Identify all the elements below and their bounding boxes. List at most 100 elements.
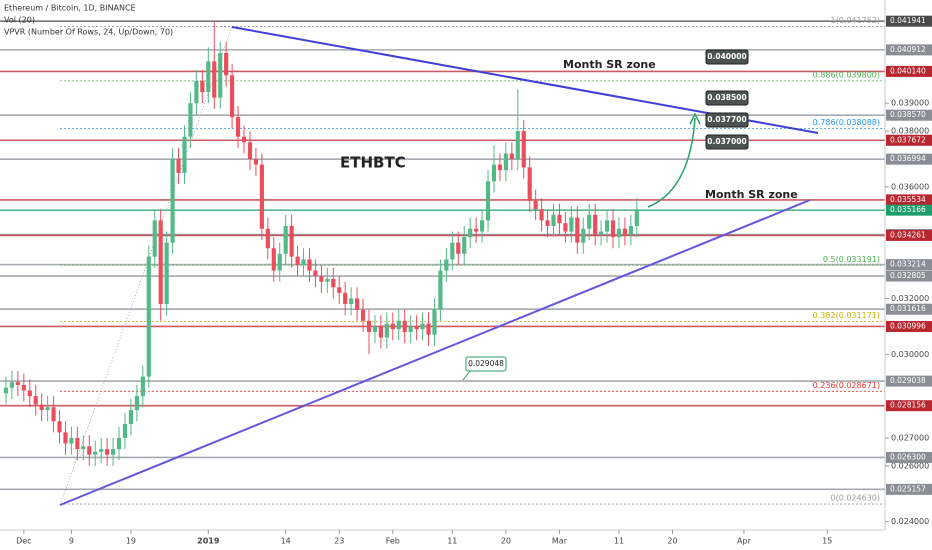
candle-body xyxy=(444,259,449,271)
candle-body xyxy=(230,75,235,118)
candle-body xyxy=(313,270,318,277)
level-badge xyxy=(886,134,932,146)
candle-body xyxy=(93,451,98,455)
callout-text: 0.037700 xyxy=(707,115,746,124)
fib-label: 0.5(0.033191) xyxy=(823,255,880,264)
candle-body xyxy=(271,248,276,271)
candle-body xyxy=(503,153,508,171)
level-label: 0.031616 xyxy=(890,304,926,313)
y-tick-label: 0.038000 xyxy=(891,127,929,136)
candle-body xyxy=(33,396,38,405)
candle-body xyxy=(170,159,175,243)
candle-body xyxy=(456,242,461,254)
y-tick-label: 0.026000 xyxy=(891,461,929,470)
candle-body xyxy=(485,181,491,221)
level-badge xyxy=(886,270,932,282)
level-label: 0.037672 xyxy=(890,135,926,144)
candle-body xyxy=(235,117,241,137)
candle-body xyxy=(15,382,20,385)
candle-body xyxy=(206,61,211,93)
x-tick-label: 11 xyxy=(447,537,457,546)
candle-body xyxy=(509,153,514,159)
level-badge xyxy=(886,483,932,495)
callout-pointer xyxy=(462,370,471,381)
arrow-head xyxy=(689,112,701,125)
y-tick-label: 0.024000 xyxy=(891,517,929,526)
callout-text: 0.040000 xyxy=(707,52,746,61)
candle-body xyxy=(182,136,187,173)
y-tick-label: 0.032000 xyxy=(891,294,929,303)
candle-body xyxy=(21,384,26,391)
candle-body xyxy=(301,259,306,265)
candle-body xyxy=(349,298,354,305)
candle-body xyxy=(218,53,223,98)
candle-body xyxy=(432,309,437,335)
candle-body xyxy=(194,80,199,104)
candle-body xyxy=(81,446,86,450)
x-tick-label: 19 xyxy=(126,537,136,546)
candle-body xyxy=(289,225,294,257)
candle-body xyxy=(39,404,44,411)
level-label: 0.030996 xyxy=(890,321,926,330)
level-badge xyxy=(886,109,932,121)
candle-body xyxy=(408,326,413,332)
candle-body xyxy=(110,449,116,455)
candle-body xyxy=(176,159,181,173)
y-tick-label: 0.027000 xyxy=(891,433,929,442)
candle-body xyxy=(331,278,336,288)
candle-body xyxy=(521,131,526,168)
level-label: 0.040140 xyxy=(890,66,926,75)
candle-body xyxy=(378,326,383,338)
candle-body xyxy=(99,449,104,452)
candle-body xyxy=(610,220,616,238)
candle-body xyxy=(63,432,68,444)
fib-label: 0.886(0.039800) xyxy=(813,70,880,79)
chart-title: Ethereum / Bitcoin, 1D, BINANCE xyxy=(4,4,136,13)
level-badge xyxy=(886,229,932,241)
level-badge xyxy=(886,400,932,412)
candle-body xyxy=(158,220,163,305)
trend-line xyxy=(59,199,811,506)
fib-label: 0.382(0.031171) xyxy=(813,311,880,320)
candle-body xyxy=(634,209,639,226)
x-tick-label: 14 xyxy=(281,537,291,546)
level-badge xyxy=(886,259,932,271)
level-badge xyxy=(886,15,932,27)
candle-body xyxy=(253,159,259,165)
callout: 0.037700 xyxy=(705,112,749,128)
candle-body xyxy=(557,214,562,224)
callout: 0.037000 xyxy=(705,134,749,150)
candle-body xyxy=(224,53,229,76)
candle-body xyxy=(283,225,288,254)
candle-body xyxy=(140,376,145,397)
candle-body xyxy=(134,396,139,411)
candle-body xyxy=(390,323,395,330)
candle-body xyxy=(474,228,479,232)
candle-body xyxy=(122,424,128,438)
candle-body xyxy=(164,242,169,305)
candle-body xyxy=(259,164,264,229)
level-label: 0.029038 xyxy=(890,376,926,385)
level-label: 0.034261 xyxy=(890,230,926,239)
candle-body xyxy=(45,407,50,411)
candle-body xyxy=(628,225,633,235)
candle-body xyxy=(515,131,520,159)
candle-body xyxy=(616,228,622,238)
candle-body xyxy=(200,80,205,93)
candle-body xyxy=(3,387,9,394)
annotation: Month SR zone xyxy=(705,188,798,201)
candle-body xyxy=(420,323,425,330)
level-badge xyxy=(886,194,932,206)
candle-body xyxy=(599,231,604,235)
candle-body xyxy=(384,323,389,338)
candle-body xyxy=(533,200,538,210)
level-badge xyxy=(886,375,932,387)
callout: 0.038500 xyxy=(705,90,749,106)
candle-body xyxy=(575,217,580,243)
level-label: 0.033214 xyxy=(890,260,926,269)
candle-body xyxy=(9,382,14,388)
candle-body xyxy=(212,61,217,98)
level-badge xyxy=(886,204,932,216)
candle-body xyxy=(188,103,193,137)
